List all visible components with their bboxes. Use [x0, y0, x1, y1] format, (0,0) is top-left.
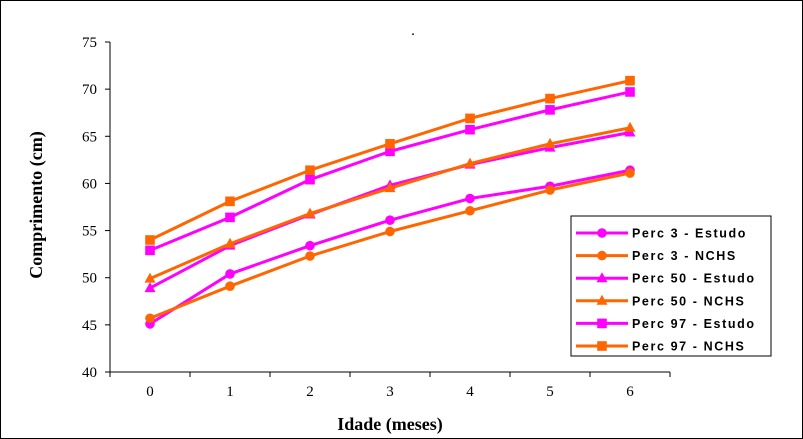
data-point: [465, 124, 475, 135]
data-point: [385, 215, 395, 225]
series-5: [145, 87, 635, 256]
data-point: [465, 113, 475, 124]
y-tick-label: 65: [82, 129, 97, 145]
data-point: [305, 174, 315, 185]
data-point: [465, 205, 475, 216]
series-6: [145, 75, 635, 245]
data-point: [385, 139, 395, 149]
x-tick-label: 4: [466, 384, 474, 400]
legend-entry: Perc 50 - NCHS: [576, 294, 745, 308]
data-point: [625, 168, 635, 178]
data-point: [625, 75, 635, 86]
legend-label: Perc 3 - NCHS: [632, 249, 737, 263]
legend-label: Perc 50 - NCHS: [632, 294, 745, 308]
y-tick-label: 60: [82, 176, 97, 192]
data-point: [304, 207, 316, 218]
data-point: [545, 105, 555, 115]
legend-entry: Perc 3 - NCHS: [576, 249, 737, 263]
series-4: [144, 121, 636, 283]
legend-marker: [596, 294, 608, 305]
chart-title: .: [411, 23, 415, 39]
data-point: [464, 157, 476, 168]
data-point: [144, 282, 156, 293]
x-axis-title: Idade (meses): [337, 414, 443, 435]
legend-marker: [597, 341, 607, 351]
data-point: [145, 245, 155, 256]
series-2: [145, 168, 635, 324]
data-point: [545, 93, 555, 104]
data-point: [385, 146, 395, 157]
data-point: [225, 196, 235, 207]
data-point: [145, 235, 155, 245]
legend-entry: Perc 3 - Estudo: [576, 227, 747, 241]
legend-marker: [596, 272, 608, 283]
data-point: [305, 165, 315, 176]
data-point: [225, 212, 235, 223]
data-point: [305, 251, 315, 261]
data-point: [145, 313, 155, 324]
data-point: [625, 87, 635, 97]
y-tick-label: 55: [82, 224, 97, 240]
data-point: [384, 182, 396, 193]
y-tick-label: 45: [82, 318, 97, 334]
y-tick-label: 40: [82, 365, 97, 381]
data-point: [624, 121, 636, 132]
data-point: [225, 281, 235, 292]
y-tick-label: 50: [82, 271, 97, 287]
series-line: [149, 90, 631, 252]
x-tick-label: 1: [226, 384, 234, 400]
x-tick-label: 5: [546, 384, 554, 400]
legend-entry: Perc 97 - NCHS: [576, 340, 745, 354]
x-tick-label: 2: [306, 384, 314, 400]
y-tick-label: 70: [82, 82, 97, 98]
data-point: [544, 137, 556, 148]
legend-label: Perc 3 - Estudo: [632, 227, 747, 241]
legend-marker: [597, 318, 607, 329]
legend-marker: [597, 228, 607, 238]
legend-marker: [597, 250, 607, 261]
series-layer: [144, 75, 636, 329]
data-point: [545, 185, 555, 195]
data-point: [144, 272, 156, 283]
data-point: [465, 193, 475, 204]
x-tick-label: 0: [146, 384, 154, 400]
legend-label: Perc 97 - Estudo: [632, 317, 756, 331]
legend-label: Perc 97 - NCHS: [632, 340, 745, 354]
legend-entry: Perc 97 - Estudo: [576, 317, 756, 331]
legend-entry: Perc 50 - Estudo: [576, 272, 756, 286]
data-point: [385, 226, 395, 237]
legend-label: Perc 50 - Estudo: [632, 272, 756, 286]
y-axis-title: Comprimento (cm): [26, 131, 47, 278]
data-point: [225, 269, 235, 279]
legend: Perc 3 - Estudo Perc 3 - NCHS Perc 50 - Es…: [570, 215, 772, 357]
x-tick-label: 3: [386, 384, 394, 400]
data-point: [305, 240, 315, 251]
data-point: [224, 237, 236, 248]
x-tick-label: 6: [626, 384, 634, 400]
legend-box: [570, 215, 772, 357]
y-tick-label: 75: [82, 35, 97, 51]
